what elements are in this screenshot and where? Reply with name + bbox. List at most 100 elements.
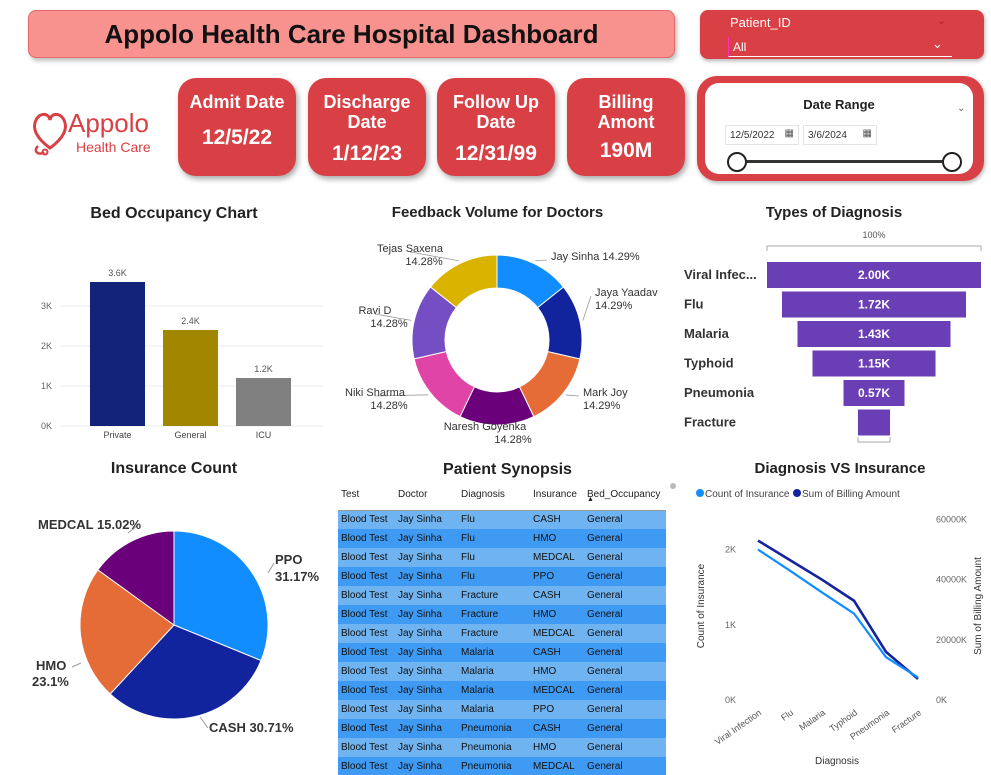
table-cell: Pneumonia bbox=[458, 757, 530, 775]
table-row[interactable]: Blood Test Jay Sinha Flu MEDCAL General bbox=[338, 548, 666, 567]
leader-line bbox=[409, 251, 459, 262]
table-row[interactable]: Blood Test Jay Sinha Fracture CASH General bbox=[338, 586, 666, 605]
slice-label: PPO bbox=[275, 552, 302, 567]
slice-percent: 14.28% bbox=[370, 400, 408, 412]
table-cell: Blood Test bbox=[338, 624, 395, 643]
start-date-value: 12/5/2022 bbox=[730, 130, 775, 141]
legend-marker bbox=[696, 489, 704, 497]
table-cell: CASH bbox=[530, 643, 584, 662]
data-label: 0.57K bbox=[858, 386, 890, 400]
table-cell: Pneumonia bbox=[458, 719, 530, 738]
kpi-label: Discharge bbox=[323, 92, 411, 112]
table-cell: MEDCAL bbox=[530, 624, 584, 643]
x-tick-label: Private bbox=[103, 430, 131, 440]
table-row[interactable]: Blood Test Jay Sinha Flu HMO General bbox=[338, 529, 666, 548]
end-slider-handle[interactable] bbox=[942, 152, 962, 172]
sort-ascending-icon[interactable]: ▲ bbox=[587, 496, 594, 503]
calendar-icon[interactable]: ▦ bbox=[784, 128, 794, 139]
diagnosis-funnel-chart: 100% Viral Infec... 2.00K Flu 1.72K Malaria 1.… bbox=[684, 230, 982, 443]
table-row[interactable]: Blood Test Jay Sinha Pneumonia MEDCAL Genera… bbox=[338, 757, 666, 775]
leader-line bbox=[535, 259, 548, 262]
end-date-input[interactable]: 3/6/2024 ▦ bbox=[803, 125, 877, 145]
table-row[interactable]: Blood Test Jay Sinha Malaria CASH General bbox=[338, 643, 666, 662]
table-row[interactable]: Blood Test Jay Sinha Pneumonia HMO General bbox=[338, 738, 666, 757]
table-row[interactable]: Blood Test Jay Sinha Fracture MEDCAL General bbox=[338, 624, 666, 643]
column-header[interactable]: Diagnosis bbox=[458, 482, 530, 511]
data-label: 3.6K bbox=[108, 268, 127, 278]
y2-axis-label: Sum of Billing Amount bbox=[973, 557, 984, 655]
kpi-label-line2: Date bbox=[476, 112, 516, 132]
table-row[interactable]: Blood Test Jay Sinha Malaria PPO General bbox=[338, 700, 666, 719]
category-label: Flu bbox=[684, 297, 704, 312]
chevron-down-icon[interactable]: ⌄ bbox=[932, 36, 943, 51]
table-cell: CASH bbox=[530, 586, 584, 605]
start-slider-handle[interactable] bbox=[727, 152, 747, 172]
leader-line bbox=[484, 427, 497, 431]
y-tick-label: 2K bbox=[725, 545, 736, 555]
table-row[interactable]: Blood Test Jay Sinha Malaria HMO General bbox=[338, 662, 666, 681]
bar bbox=[163, 330, 218, 426]
table-cell: Jay Sinha bbox=[395, 529, 458, 548]
heart-stethoscope-icon: Appolo Health Care bbox=[33, 108, 151, 156]
leader-line bbox=[565, 394, 580, 397]
funnel-bar bbox=[857, 409, 891, 436]
table-cell: General bbox=[584, 624, 666, 643]
table-row[interactable]: Blood Test Jay Sinha Flu PPO General bbox=[338, 567, 666, 586]
column-header[interactable]: Insurance bbox=[530, 482, 584, 511]
donut-slice bbox=[429, 254, 498, 309]
insurance-count-title: Insurance Count bbox=[110, 460, 238, 477]
table-row[interactable]: Blood Test Jay Sinha Flu CASH General bbox=[338, 510, 666, 529]
data-label: 1.15K bbox=[858, 357, 890, 371]
pie-slice bbox=[109, 624, 262, 720]
data-label: 1.43K bbox=[858, 327, 890, 341]
table-cell: General bbox=[584, 510, 666, 529]
slice-label: CASH 30.71% bbox=[209, 720, 294, 735]
x-axis-label: Diagnosis bbox=[815, 756, 859, 767]
x-tick-label: Malaria bbox=[797, 707, 827, 732]
table-cell: Blood Test bbox=[338, 548, 395, 567]
column-header[interactable]: Test bbox=[338, 482, 395, 511]
slice-label: Ravi D bbox=[358, 305, 391, 317]
start-date-input[interactable]: 12/5/2022 ▦ bbox=[725, 125, 799, 145]
bed-occupancy-chart: 0K 1K 2K 3K 3.6K Private 2.4K General 1.2K ICU bbox=[41, 268, 323, 440]
slice-label: HMO bbox=[36, 658, 66, 673]
table-row[interactable]: Blood Test Jay Sinha Pneumonia CASH General bbox=[338, 719, 666, 738]
patient-synopsis-table[interactable]: Test Doctor Diagnosis Insurance Bed_Occupanc… bbox=[338, 482, 666, 775]
table-cell: Jay Sinha bbox=[395, 624, 458, 643]
y-tick-label: 2K bbox=[41, 341, 52, 351]
table-cell: HMO bbox=[530, 662, 584, 681]
slice-percent: 14.28% bbox=[405, 256, 443, 268]
chevron-down-icon[interactable]: ⌄ bbox=[937, 15, 947, 27]
funnel-bar bbox=[767, 262, 981, 288]
table-cell: Blood Test bbox=[338, 738, 395, 757]
table-cell: General bbox=[584, 643, 666, 662]
table-row[interactable]: Blood Test Jay Sinha Fracture HMO General bbox=[338, 605, 666, 624]
table-cell: General bbox=[584, 586, 666, 605]
table-row[interactable]: Blood Test Jay Sinha Malaria MEDCAL General bbox=[338, 681, 666, 700]
date-range-track[interactable] bbox=[743, 160, 961, 163]
table-scrollbar[interactable] bbox=[670, 483, 676, 489]
table-cell: Flu bbox=[458, 510, 530, 529]
patient-id-select[interactable]: All bbox=[728, 37, 952, 57]
data-label: 2.4K bbox=[181, 316, 200, 326]
table-cell: Jay Sinha bbox=[395, 605, 458, 624]
table-cell: Blood Test bbox=[338, 719, 395, 738]
column-header[interactable]: Doctor bbox=[395, 482, 458, 511]
table-cell: General bbox=[584, 719, 666, 738]
table-cell: Jay Sinha bbox=[395, 586, 458, 605]
chevron-down-icon[interactable]: ⌄ bbox=[957, 103, 966, 114]
dashboard-title: Appolo Health Care Hospital Dashboard bbox=[28, 10, 675, 58]
table-cell: Blood Test bbox=[338, 643, 395, 662]
table-cell: Flu bbox=[458, 567, 530, 586]
slice-label: Niki Sharma bbox=[345, 387, 406, 399]
patient-synopsis-title: Patient Synopsis bbox=[443, 461, 572, 478]
table-cell: Jay Sinha bbox=[395, 757, 458, 775]
table-cell: Jay Sinha bbox=[395, 662, 458, 681]
patient-id-label: Patient_ID bbox=[730, 15, 791, 30]
patient-id-slicer[interactable]: Patient_ID ⌄ All ⌄ bbox=[700, 10, 984, 59]
calendar-icon[interactable]: ▦ bbox=[862, 128, 872, 139]
bar bbox=[90, 282, 145, 426]
slice-percent: 14.28% bbox=[494, 434, 532, 446]
slice-label: Mark Joy bbox=[583, 387, 628, 399]
column-header[interactable]: Bed_Occupancy ▲ bbox=[584, 482, 666, 511]
